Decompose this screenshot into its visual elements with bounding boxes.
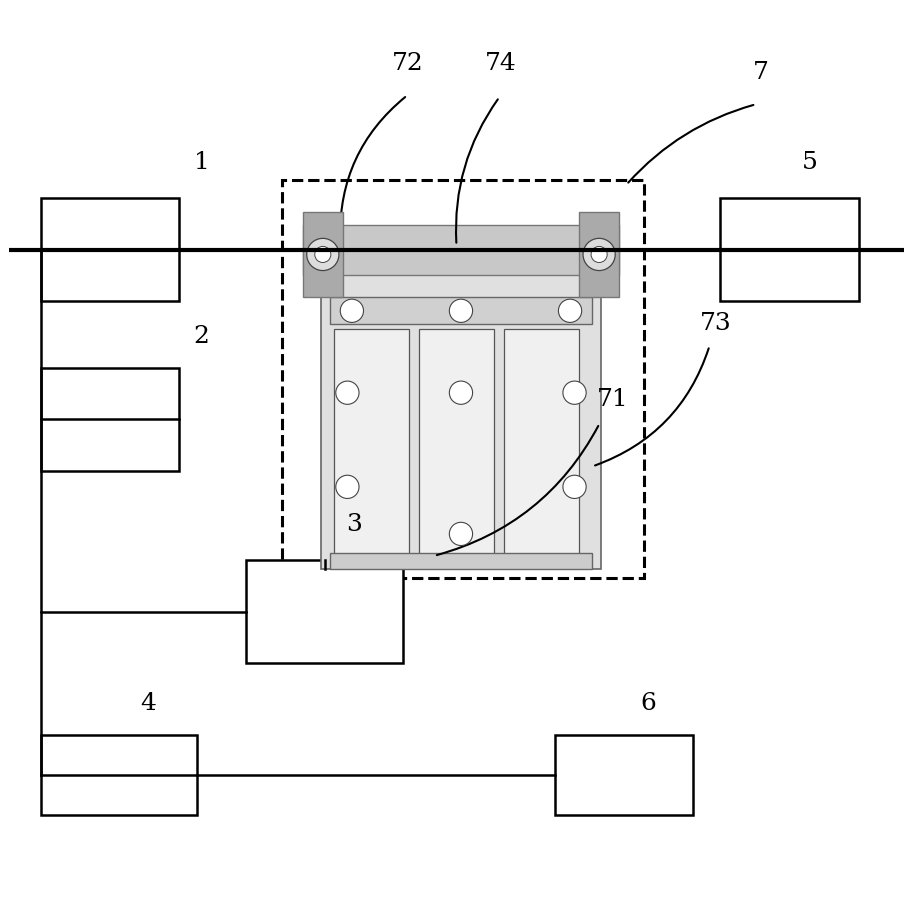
Circle shape — [336, 475, 359, 499]
Bar — [303, 212, 343, 297]
Bar — [320, 275, 602, 570]
Bar — [555, 735, 694, 815]
Circle shape — [591, 247, 607, 263]
Text: 6: 6 — [641, 692, 656, 715]
Text: 73: 73 — [700, 312, 731, 335]
Text: 2: 2 — [194, 326, 210, 348]
Circle shape — [583, 239, 615, 271]
Circle shape — [315, 247, 331, 263]
Text: 71: 71 — [597, 388, 629, 411]
Circle shape — [563, 475, 586, 499]
Circle shape — [563, 381, 586, 405]
Circle shape — [559, 300, 582, 322]
Bar — [282, 180, 645, 579]
Circle shape — [449, 300, 473, 322]
Text: 7: 7 — [752, 61, 769, 84]
Bar — [505, 328, 579, 565]
Bar — [41, 198, 179, 301]
Text: 1: 1 — [194, 151, 209, 174]
Bar — [720, 198, 859, 301]
Bar — [330, 298, 593, 324]
Bar — [419, 328, 494, 565]
Bar — [41, 368, 179, 471]
Bar — [247, 561, 403, 663]
Bar — [579, 212, 619, 297]
Bar — [330, 553, 593, 570]
Text: 74: 74 — [486, 53, 517, 75]
Bar — [41, 735, 197, 815]
Text: 4: 4 — [140, 692, 156, 715]
Text: 3: 3 — [346, 513, 362, 536]
Text: 5: 5 — [802, 151, 818, 174]
Bar — [334, 328, 408, 565]
Text: 72: 72 — [392, 53, 424, 75]
Circle shape — [336, 381, 359, 405]
Circle shape — [449, 522, 473, 545]
Circle shape — [449, 381, 473, 405]
Circle shape — [307, 239, 339, 271]
Bar — [303, 225, 619, 275]
Circle shape — [341, 300, 363, 322]
